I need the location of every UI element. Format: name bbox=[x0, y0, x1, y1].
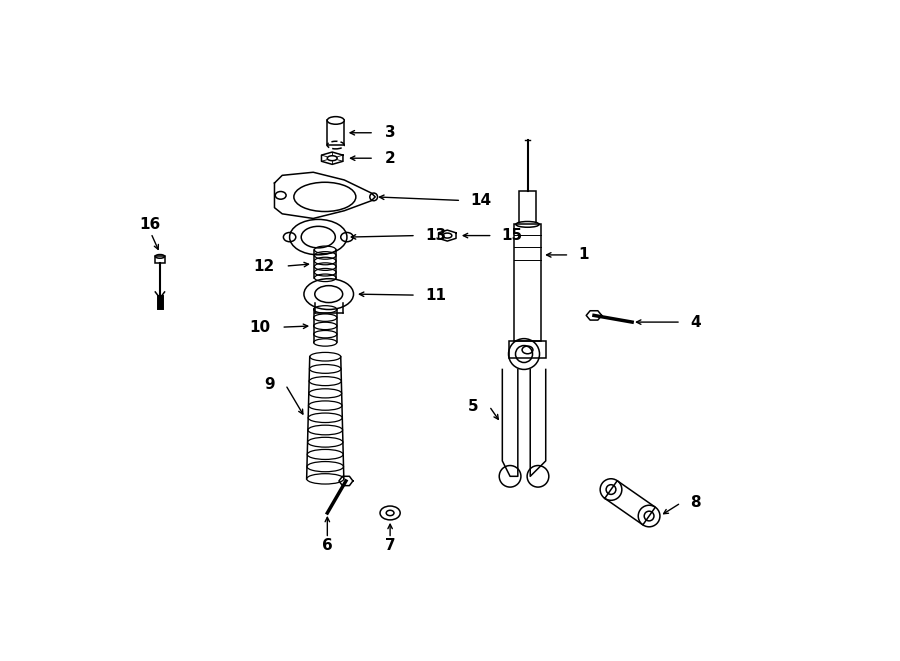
Text: 1: 1 bbox=[579, 247, 589, 262]
Text: 8: 8 bbox=[690, 495, 701, 510]
Text: 4: 4 bbox=[690, 315, 701, 330]
Text: 6: 6 bbox=[322, 537, 333, 553]
Text: 7: 7 bbox=[385, 537, 395, 553]
Ellipse shape bbox=[600, 479, 622, 500]
Bar bbox=[519, 191, 536, 224]
Text: 5: 5 bbox=[468, 399, 479, 414]
Text: 2: 2 bbox=[384, 151, 395, 166]
Text: 11: 11 bbox=[425, 288, 446, 303]
Ellipse shape bbox=[638, 505, 660, 527]
Text: 12: 12 bbox=[254, 258, 275, 274]
Bar bbox=[156, 256, 165, 262]
Text: 10: 10 bbox=[249, 320, 271, 334]
Bar bbox=[508, 342, 546, 358]
Text: 14: 14 bbox=[471, 193, 491, 208]
Text: 15: 15 bbox=[501, 228, 523, 243]
Ellipse shape bbox=[328, 116, 344, 124]
Text: 3: 3 bbox=[384, 126, 395, 140]
Text: 9: 9 bbox=[265, 377, 275, 392]
Text: 13: 13 bbox=[425, 228, 446, 243]
Bar bbox=[328, 120, 344, 145]
Ellipse shape bbox=[516, 221, 539, 227]
Bar bbox=[514, 224, 541, 342]
Text: 16: 16 bbox=[139, 217, 160, 232]
